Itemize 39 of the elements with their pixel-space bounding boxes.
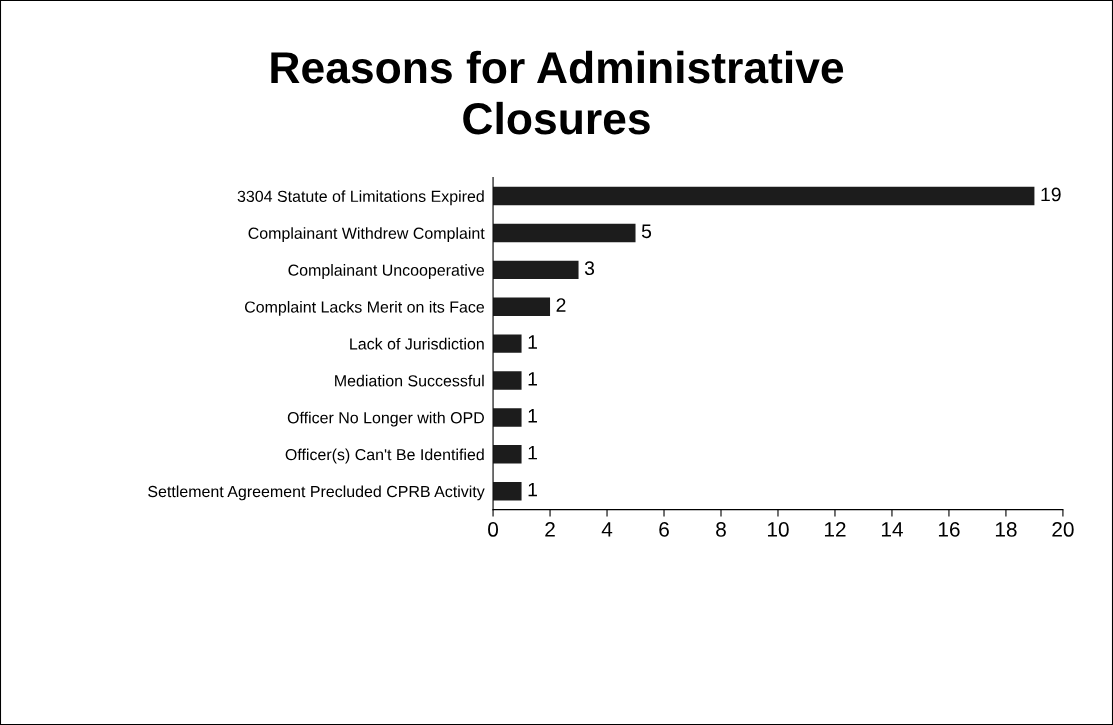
x-tick-label: 14: [881, 522, 903, 537]
y-tick-label: 3304 Statute of Limitations Expired: [237, 190, 484, 206]
bar: [493, 371, 522, 390]
y-tick-label: Officer(s) Can't Be Identified: [285, 448, 484, 464]
data-label: 1: [528, 409, 537, 423]
bar: [493, 408, 522, 427]
y-tick-label: Complaint Lacks Merit on its Face: [244, 300, 485, 316]
x-tick-label: 8: [716, 522, 726, 537]
x-tick-label: 0: [488, 522, 499, 537]
data-label: 5: [641, 224, 652, 239]
data-label: 19: [1041, 187, 1061, 202]
x-tick-label: 6: [659, 522, 669, 537]
y-tick-label: Settlement Agreement Precluded CPRB Activity: [148, 485, 485, 501]
data-label: 1: [528, 335, 537, 349]
data-label: 1: [528, 445, 537, 460]
x-tick-label: 10: [767, 522, 789, 537]
y-tick-label: Complainant Withdrew Complaint: [248, 227, 485, 243]
x-tick-label: 20: [1052, 522, 1074, 537]
data-label: 1: [528, 482, 537, 497]
data-label: 1: [528, 372, 537, 386]
bar: [493, 186, 1035, 206]
data-label: 2: [556, 298, 566, 312]
bar: [493, 297, 551, 316]
bar: [493, 223, 636, 243]
bar: [493, 482, 522, 501]
data-label: 3: [584, 261, 595, 276]
x-tick-label: 4: [601, 522, 613, 537]
y-tick-label: Mediation Successful: [335, 374, 484, 387]
bar: [493, 334, 522, 353]
chart-title: Reasons for Administrative Closures: [271, 50, 844, 135]
bar: [493, 260, 579, 280]
x-tick-label: 16: [938, 522, 960, 537]
y-tick-label: Complainant Uncooperative: [288, 264, 485, 279]
x-tick-label: 12: [824, 522, 846, 537]
x-tick-label: 18: [995, 522, 1017, 537]
y-tick-label: Lack of Jurisdiction: [350, 337, 484, 350]
x-tick-label: 2: [545, 522, 555, 537]
bar: [493, 445, 522, 464]
y-tick-label: Officer No Longer with OPD: [287, 411, 484, 427]
